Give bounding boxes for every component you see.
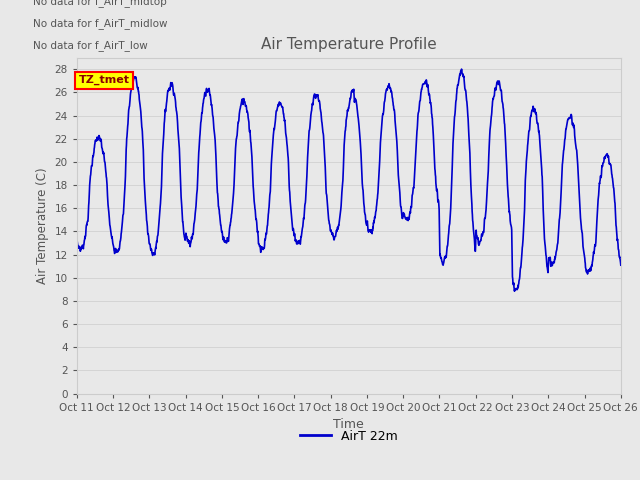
- Text: No data for f_AirT_midlow: No data for f_AirT_midlow: [33, 18, 168, 29]
- Legend: AirT 22m: AirT 22m: [295, 425, 403, 448]
- Text: No data for f_AirT_low: No data for f_AirT_low: [33, 40, 148, 51]
- Title: Air Temperature Profile: Air Temperature Profile: [261, 37, 436, 52]
- Text: TZ_tmet: TZ_tmet: [79, 75, 130, 85]
- Text: No data for f_AirT_midtop: No data for f_AirT_midtop: [33, 0, 167, 7]
- Y-axis label: Air Temperature (C): Air Temperature (C): [36, 168, 49, 284]
- X-axis label: Time: Time: [333, 418, 364, 431]
